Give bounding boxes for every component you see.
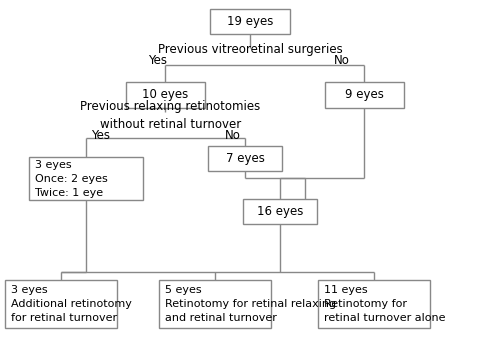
FancyBboxPatch shape xyxy=(242,200,317,224)
Text: Previous relaxing retinotomies
without retinal turnover: Previous relaxing retinotomies without r… xyxy=(80,100,260,131)
Text: No: No xyxy=(225,129,241,142)
Text: 16 eyes: 16 eyes xyxy=(256,206,303,218)
FancyBboxPatch shape xyxy=(208,146,282,171)
FancyBboxPatch shape xyxy=(324,83,404,108)
Text: Yes: Yes xyxy=(91,129,110,142)
Text: 7 eyes: 7 eyes xyxy=(226,152,264,165)
Text: Previous vitreoretinal surgeries: Previous vitreoretinal surgeries xyxy=(158,43,342,56)
Text: 3 eyes
Additional retinotomy
for retinal turnover: 3 eyes Additional retinotomy for retinal… xyxy=(11,285,132,323)
Text: No: No xyxy=(334,54,349,67)
FancyBboxPatch shape xyxy=(28,157,143,200)
Text: 10 eyes: 10 eyes xyxy=(142,89,188,101)
FancyBboxPatch shape xyxy=(126,83,206,108)
FancyBboxPatch shape xyxy=(160,280,271,328)
Text: 5 eyes
Retinotomy for retinal relaxing
and retinal turnover: 5 eyes Retinotomy for retinal relaxing a… xyxy=(165,285,336,323)
Text: Yes: Yes xyxy=(148,54,167,67)
FancyBboxPatch shape xyxy=(210,9,290,34)
FancyBboxPatch shape xyxy=(318,280,430,328)
Text: 11 eyes
Retinotomy for
retinal turnover alone: 11 eyes Retinotomy for retinal turnover … xyxy=(324,285,446,323)
Text: 3 eyes
Once: 2 eyes
Twice: 1 eye: 3 eyes Once: 2 eyes Twice: 1 eye xyxy=(34,159,108,197)
Text: 19 eyes: 19 eyes xyxy=(227,15,273,28)
Text: 9 eyes: 9 eyes xyxy=(345,89,384,101)
FancyBboxPatch shape xyxy=(5,280,117,328)
